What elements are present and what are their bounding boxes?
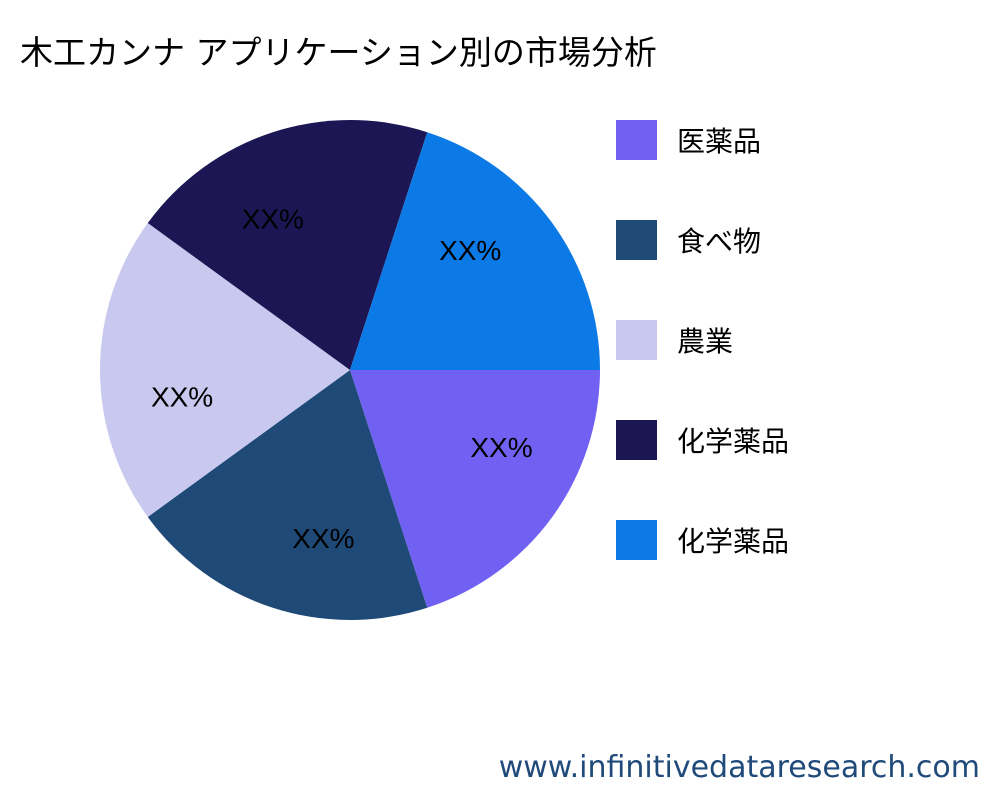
slice-label: XX% [470,432,532,463]
legend-label: 化学薬品 [677,425,790,458]
legend-item: 食べ物 [616,220,789,260]
legend-swatch [616,120,657,160]
slice-label: XX% [151,382,213,413]
legend-label: 医薬品 [677,125,762,158]
pie-slice [350,370,600,608]
legend-item: 農業 [616,320,789,360]
pie-slice [100,223,350,517]
pie-slice [147,370,428,620]
legend-label: 化学薬品 [677,525,790,558]
pie-slice [147,120,428,370]
legend: 医薬品 食べ物 農業 化学薬品 化学薬品 [616,120,789,620]
legend-label: 食べ物 [677,225,762,258]
legend-item: 化学薬品 [616,420,789,460]
slice-label: XX% [242,204,304,235]
legend-swatch [616,320,657,360]
pie-slice [350,132,600,370]
legend-label: 農業 [677,325,734,358]
slice-label: XX% [439,235,501,266]
legend-swatch [616,220,657,260]
legend-item: 化学薬品 [616,520,789,560]
slice-label: XX% [292,523,354,554]
watermark: www.infinitivedataresearch.com [498,750,980,785]
legend-swatch [616,520,657,560]
legend-item: 医薬品 [616,120,789,160]
legend-swatch [616,420,657,460]
chart-title: 木工カンナ アプリケーション別の市場分析 [20,33,657,72]
